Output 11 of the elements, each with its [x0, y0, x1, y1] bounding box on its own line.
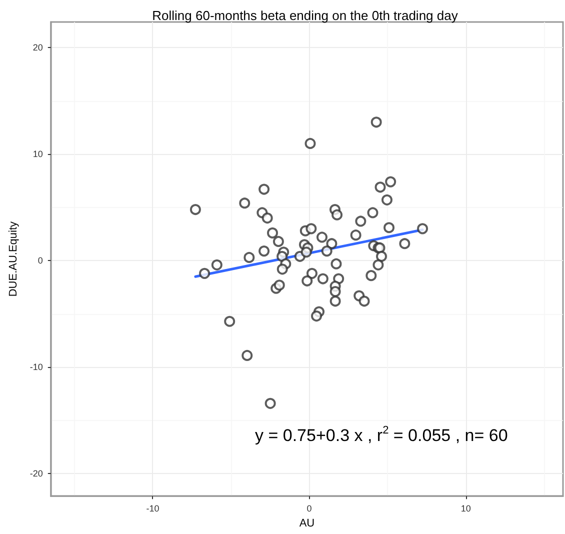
x-axis-title: AU	[299, 518, 315, 530]
x-tick-label: 0	[306, 504, 312, 514]
y-axis-title: DUE.AU.Equity	[8, 220, 20, 297]
y-tick-label: -10	[30, 362, 43, 372]
chart-title: Rolling 60-months beta ending on the 0th trading day	[152, 8, 458, 23]
y-tick-label: 0	[38, 256, 43, 266]
x-tick-label: -10	[146, 504, 160, 514]
y-tick-label: 20	[32, 42, 43, 53]
y-tick-label: 10	[32, 149, 43, 160]
y-tick-label: -20	[30, 468, 43, 479]
x-tick-label: 10	[460, 504, 471, 514]
